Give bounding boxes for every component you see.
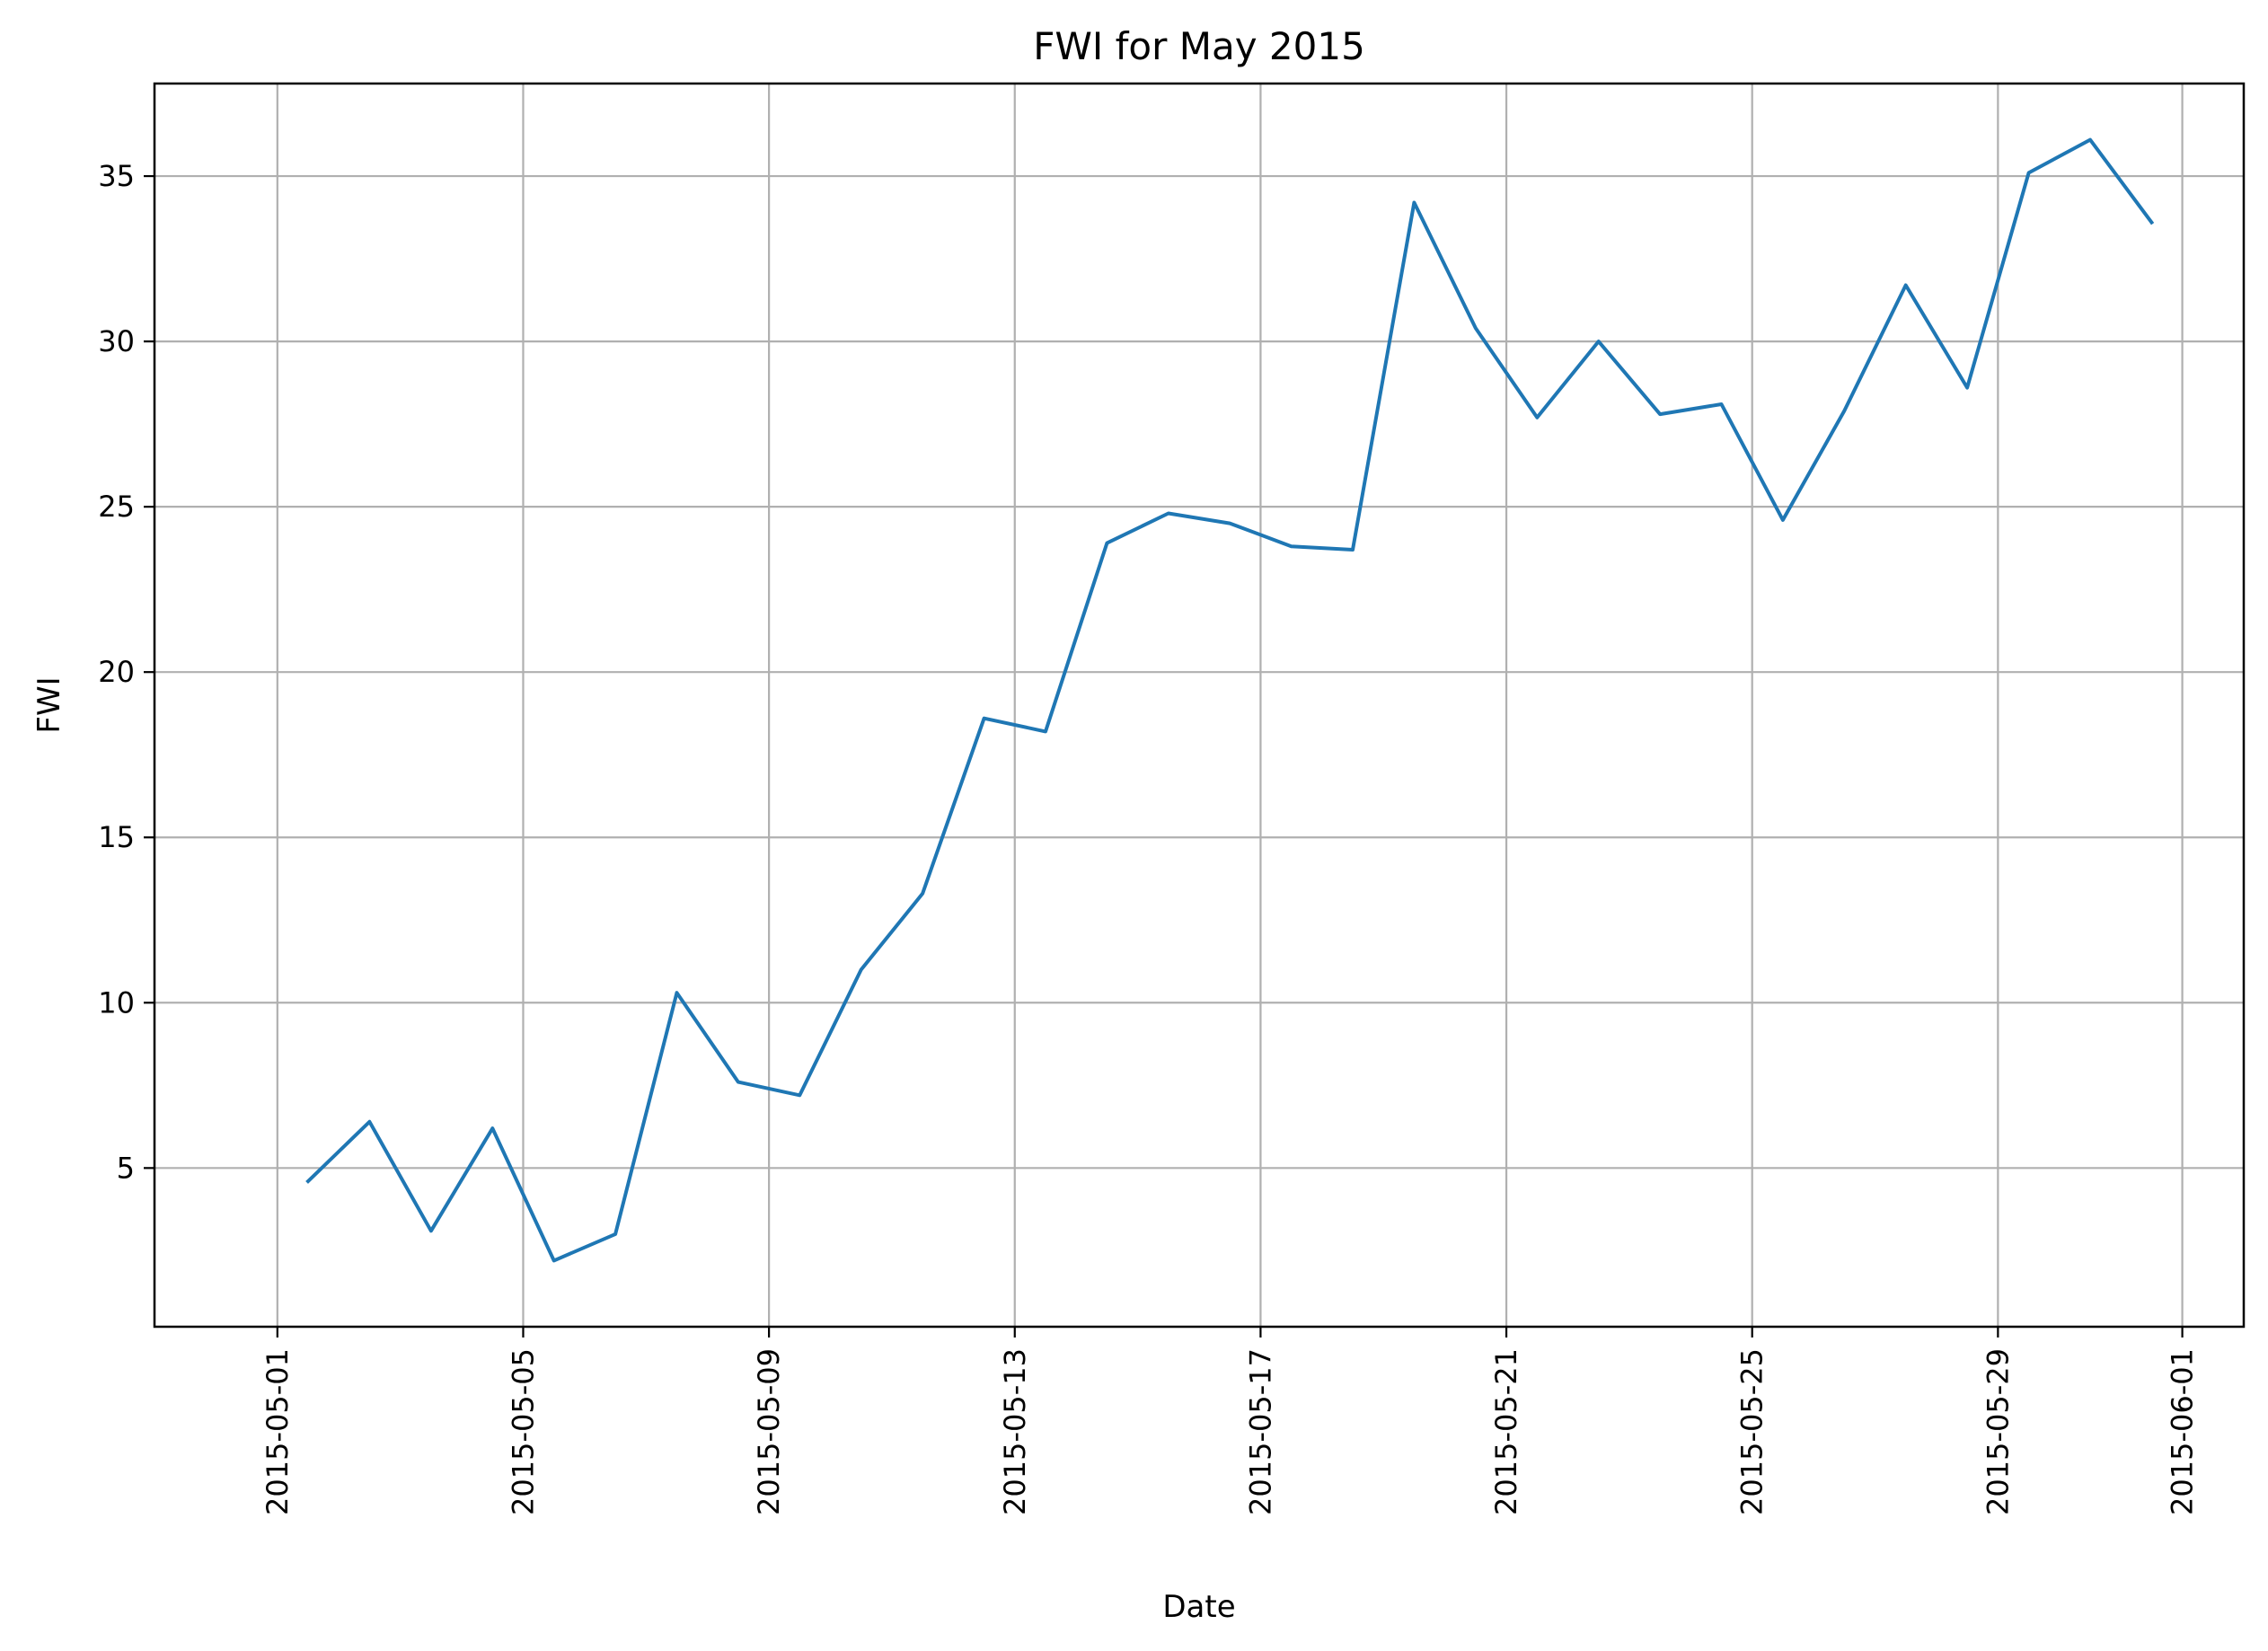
x-tick-label: 2015-05-17 — [1243, 1348, 1277, 1515]
axis-ticks: 2015-05-01 2015-05-05 2015-05-09 2015-05-13… — [98, 159, 2199, 1515]
x-tick-label: 2015-05-25 — [1735, 1348, 1769, 1515]
x-tick-label: 2015-05-13 — [998, 1348, 1032, 1515]
x-tick-label: 2015-06-01 — [2166, 1348, 2200, 1515]
x-tick-label: 2015-05-01 — [260, 1348, 295, 1515]
plot-frame — [153, 82, 2246, 1329]
series-layer — [305, 137, 2155, 1263]
y-tick-label: 20 — [98, 655, 135, 689]
grid-lines — [154, 84, 2244, 1327]
chart-title: FWI for May 2015 — [1033, 24, 1365, 68]
y-tick-label: 35 — [98, 159, 135, 193]
fwi-series-line — [305, 137, 2155, 1263]
y-axis-label: FWI — [31, 676, 67, 733]
y-tick-label: 10 — [98, 985, 135, 1020]
y-tick-label: 5 — [117, 1151, 135, 1185]
y-tick-label: 15 — [98, 820, 135, 854]
y-tick-label: 30 — [98, 324, 135, 358]
x-tick-label: 2015-05-05 — [506, 1348, 540, 1515]
x-tick-label: 2015-05-09 — [752, 1348, 786, 1515]
x-tick-label: 2015-05-29 — [1981, 1348, 2015, 1515]
x-axis-label: Date — [1162, 1589, 1235, 1625]
y-tick-label: 25 — [98, 490, 135, 524]
x-tick-label: 2015-05-21 — [1489, 1348, 1523, 1515]
